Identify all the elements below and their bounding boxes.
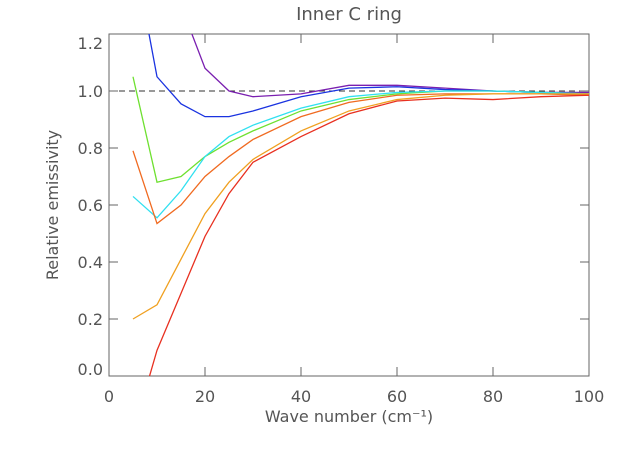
chart-title: Inner C ring [296, 4, 402, 25]
y-tick-label: 1.0 [78, 82, 103, 101]
y-tick-label: 0.0 [78, 360, 103, 379]
x-axis-label: Wave number (cm⁻¹) [265, 407, 433, 426]
series-line [148, 94, 589, 376]
y-axis-label: Relative emissivity [43, 130, 62, 280]
x-tick-label: 60 [387, 387, 407, 406]
series-line [132, 93, 589, 225]
plot-area [109, 34, 589, 376]
x-tick-label: 20 [195, 387, 215, 406]
y-tick-label: 1.2 [78, 34, 103, 53]
x-tick-label: 100 [574, 387, 605, 406]
series-line [132, 90, 589, 219]
x-tick-label: 80 [483, 387, 503, 406]
y-tick-label: 0.8 [78, 139, 103, 158]
y-tick-label: 0.4 [78, 253, 103, 272]
y-tick-label: 0.2 [78, 310, 103, 329]
x-tick-label: 40 [291, 387, 311, 406]
y-tick-label: 0.6 [78, 196, 103, 215]
series-line [132, 93, 589, 320]
x-tick-label: 0 [104, 387, 114, 406]
series-line [132, 76, 589, 183]
